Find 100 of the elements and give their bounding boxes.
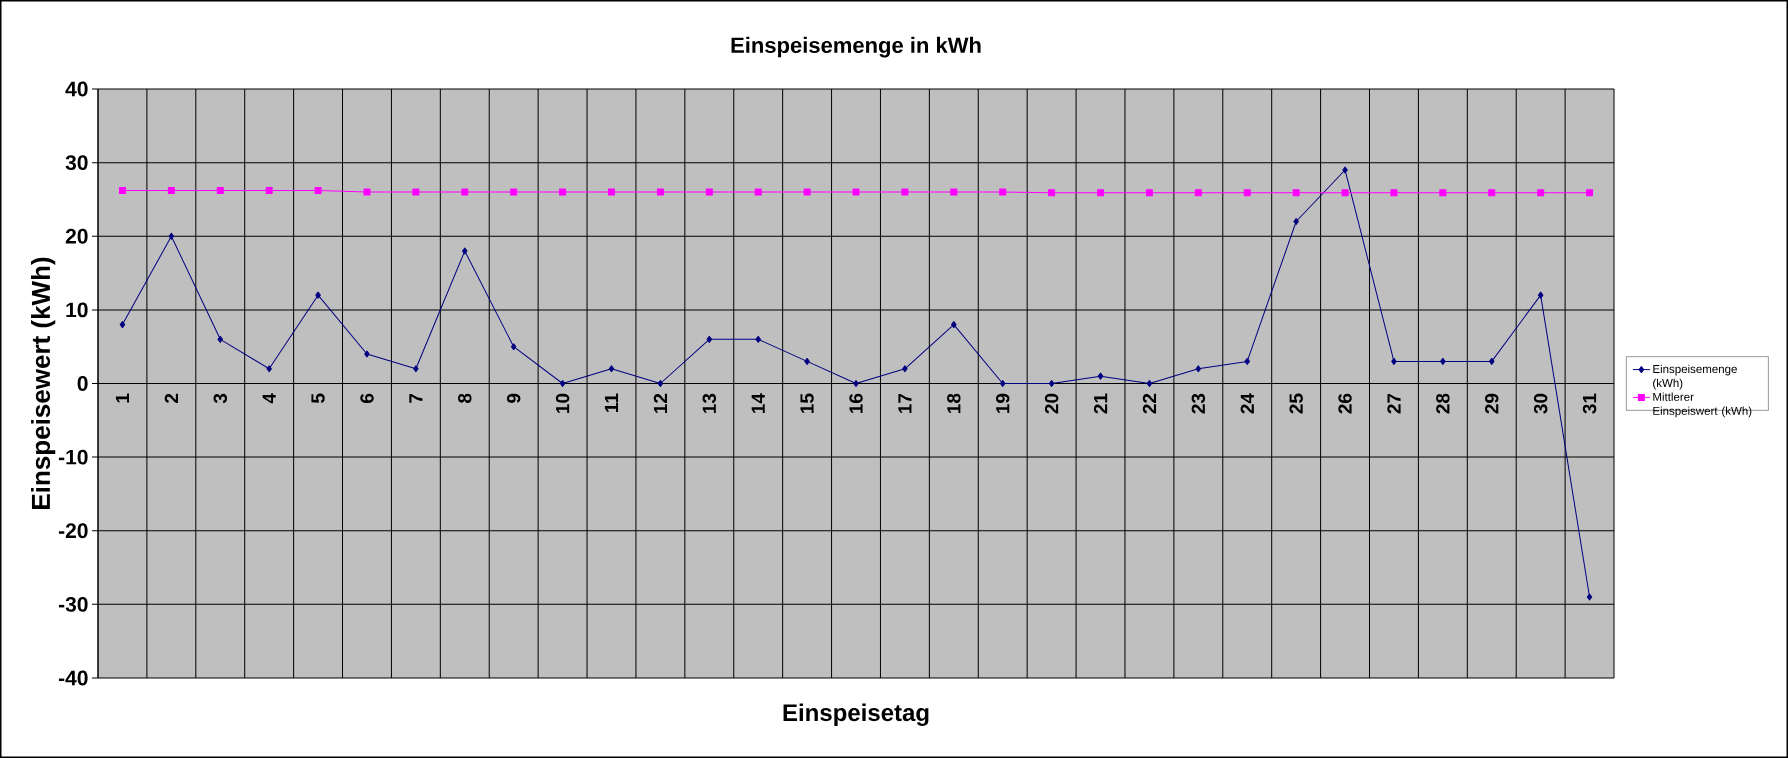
x-tick-label: 10 bbox=[555, 393, 570, 413]
point bbox=[364, 350, 370, 358]
point bbox=[510, 343, 517, 351]
point bbox=[1440, 357, 1446, 365]
legend-label: Einspeisemenge (kWh) bbox=[1653, 364, 1737, 390]
point bbox=[413, 365, 419, 373]
point bbox=[461, 188, 469, 196]
point bbox=[1048, 380, 1055, 387]
point bbox=[1391, 357, 1397, 365]
y-tick-label: 30 bbox=[65, 155, 88, 171]
x-tick-label: 17 bbox=[898, 393, 912, 413]
point bbox=[706, 335, 713, 343]
x-tick-label: 7 bbox=[409, 393, 423, 403]
point bbox=[1537, 291, 1544, 299]
point bbox=[1537, 189, 1545, 197]
point bbox=[510, 188, 518, 196]
point bbox=[1439, 189, 1447, 197]
point bbox=[1488, 189, 1496, 197]
point bbox=[853, 380, 859, 387]
chart-title: Einspeisemenge in kWh bbox=[731, 36, 981, 58]
x-tick-label: 8 bbox=[458, 393, 472, 404]
point bbox=[999, 380, 1006, 387]
point bbox=[804, 357, 810, 365]
x-tick-label: 15 bbox=[800, 393, 814, 413]
point bbox=[1586, 593, 1593, 601]
point bbox=[1146, 380, 1153, 387]
point bbox=[705, 188, 713, 196]
point bbox=[656, 188, 664, 196]
point bbox=[754, 188, 762, 196]
point bbox=[363, 188, 371, 196]
point bbox=[1195, 365, 1202, 373]
x-tick-label: 21 bbox=[1093, 393, 1108, 414]
x-axis-title: Einspeisetag bbox=[783, 703, 929, 727]
point bbox=[265, 187, 273, 195]
point bbox=[1342, 166, 1348, 174]
point bbox=[462, 247, 468, 255]
point bbox=[314, 187, 322, 195]
point bbox=[1390, 189, 1398, 197]
x-tick-label: 3 bbox=[213, 393, 228, 404]
x-tick-label: 25 bbox=[1289, 393, 1303, 414]
x-tick-label: 11 bbox=[604, 393, 619, 412]
x-tick-label: 5 bbox=[311, 393, 325, 404]
x-tick-label: 1 bbox=[115, 393, 129, 403]
point bbox=[118, 187, 126, 195]
x-tick-label: 30 bbox=[1533, 393, 1548, 414]
y-tick-label: 10 bbox=[66, 302, 88, 318]
point bbox=[1586, 189, 1594, 197]
point bbox=[950, 188, 958, 196]
y-axis-title: Einspeisewert (kWh) bbox=[31, 257, 56, 509]
x-tick-label: 24 bbox=[1240, 393, 1254, 414]
x-tick-label: 16 bbox=[849, 393, 863, 413]
point bbox=[1097, 189, 1105, 197]
x-tick-label: 13 bbox=[702, 393, 717, 413]
x-tick-label: 20 bbox=[1044, 393, 1059, 414]
point bbox=[266, 365, 272, 373]
point bbox=[1244, 357, 1250, 365]
y-tick-label: 40 bbox=[65, 81, 88, 97]
point bbox=[559, 188, 567, 196]
x-tick-label: 4 bbox=[262, 393, 276, 404]
point bbox=[1194, 189, 1202, 197]
x-tick-label: 22 bbox=[1142, 393, 1157, 414]
y-tick-label: 20 bbox=[65, 228, 88, 244]
y-tick-label: -20 bbox=[58, 523, 88, 539]
x-tick-label: 26 bbox=[1338, 393, 1352, 414]
point bbox=[1145, 189, 1153, 197]
y-tick-label: -40 bbox=[58, 670, 88, 686]
point bbox=[1293, 218, 1299, 226]
point bbox=[803, 188, 811, 196]
point bbox=[999, 188, 1007, 196]
point bbox=[119, 321, 126, 329]
point bbox=[168, 232, 175, 240]
y-tick-label: -10 bbox=[58, 449, 88, 465]
x-tick-label: 6 bbox=[360, 393, 374, 403]
point bbox=[315, 291, 321, 299]
point bbox=[902, 365, 908, 373]
point bbox=[217, 335, 224, 343]
x-tick-label: 27 bbox=[1387, 393, 1401, 414]
x-tick-label: 23 bbox=[1191, 393, 1206, 414]
point bbox=[1489, 357, 1495, 365]
point bbox=[755, 335, 761, 343]
point bbox=[1097, 372, 1104, 380]
legend-label: Mittlerer Einspeiswert (kWh) bbox=[1653, 392, 1752, 418]
point bbox=[951, 321, 957, 329]
point bbox=[901, 188, 909, 196]
x-tick-label: 18 bbox=[947, 393, 961, 413]
point bbox=[1292, 189, 1300, 197]
point bbox=[167, 187, 175, 195]
point bbox=[1243, 189, 1251, 197]
point bbox=[852, 188, 860, 196]
x-tick-label: 12 bbox=[653, 393, 668, 413]
point bbox=[608, 365, 615, 373]
x-tick-label: 14 bbox=[751, 393, 765, 413]
y-tick-label: -30 bbox=[58, 596, 88, 612]
point bbox=[607, 188, 615, 196]
point bbox=[657, 380, 664, 387]
x-tick-label: 19 bbox=[995, 393, 1010, 413]
point bbox=[216, 187, 224, 195]
x-tick-label: 29 bbox=[1485, 393, 1499, 414]
x-tick-label: 9 bbox=[506, 393, 521, 403]
point bbox=[559, 380, 566, 387]
